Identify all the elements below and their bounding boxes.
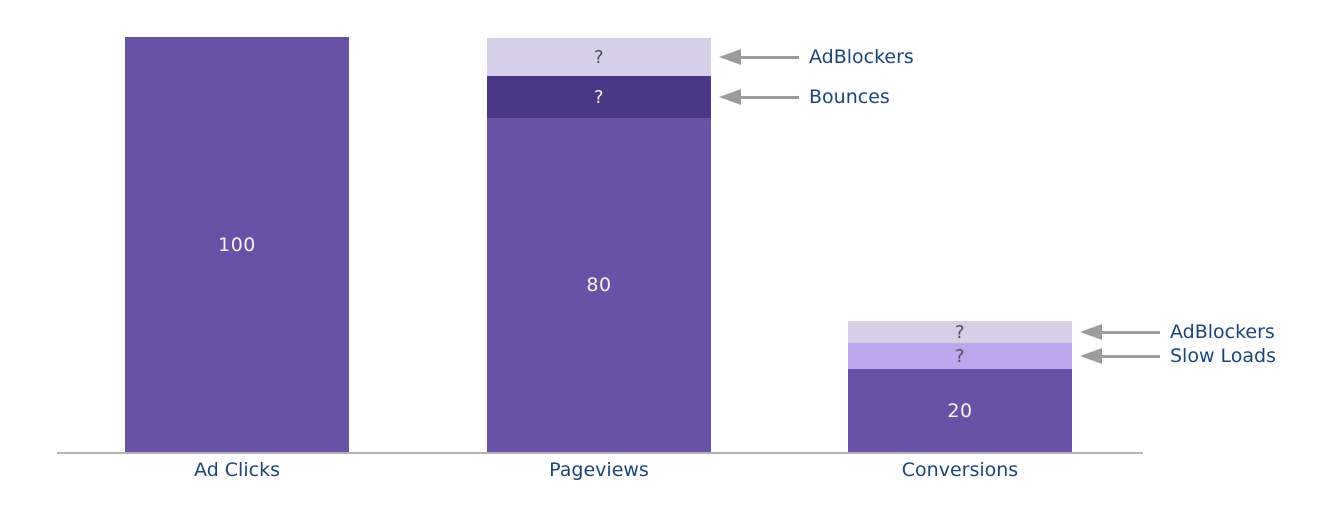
bar-pageviews: ?? 80 — [487, 38, 711, 452]
segment-value-label: 20 — [947, 399, 973, 422]
arrow-shaft — [741, 55, 799, 59]
annotation-pageviews-bounces: Bounces — [719, 86, 890, 108]
segment-value-label: ? — [954, 345, 966, 367]
segment-value-label: ? — [593, 86, 605, 108]
category-label-conversions: Conversions — [901, 459, 1019, 481]
annotation-label: Bounces — [809, 86, 890, 108]
segment-value-label: ? — [954, 321, 966, 343]
left-arrow-icon — [719, 89, 741, 105]
segment-conversions-conversions: 20 — [848, 369, 1072, 452]
segment-value-label: ? — [593, 46, 605, 68]
x-axis-line — [57, 452, 1143, 454]
segment-pageviews-bounces: ? — [487, 76, 711, 118]
arrow-shaft — [1102, 354, 1160, 358]
category-label-ad-clicks: Ad Clicks — [194, 459, 280, 481]
annotation-pageviews-adblockers: AdBlockers — [719, 46, 914, 68]
segment-value-label: 80 — [586, 274, 612, 296]
segment-pageviews-adblockers: ? — [487, 38, 711, 76]
annotation-conversions-slow-loads: Slow Loads — [1080, 345, 1276, 367]
annotation-label: AdBlockers — [809, 46, 914, 68]
segment-pageviews-pageviews: 80 — [487, 118, 711, 452]
segment-ad-clicks-ad-clicks: 100 — [125, 37, 349, 452]
annotation-label: Slow Loads — [1170, 345, 1277, 367]
segment-conversions-adblockers: ? — [848, 321, 1072, 343]
bar-ad-clicks: 100 — [125, 37, 349, 452]
left-arrow-icon — [1080, 348, 1102, 364]
annotation-label: AdBlockers — [1170, 321, 1275, 343]
arrow-shaft — [1102, 330, 1160, 334]
arrow-shaft — [741, 95, 799, 99]
bar-conversions: ?? 20 — [848, 321, 1072, 452]
segment-value-label: 100 — [218, 233, 256, 256]
annotation-conversions-adblockers: AdBlockers — [1080, 321, 1275, 343]
category-label-pageviews: Pageviews — [549, 459, 649, 481]
left-arrow-icon — [1080, 324, 1102, 340]
left-arrow-icon — [719, 49, 741, 65]
segment-conversions-slow-loads: ? — [848, 343, 1072, 369]
